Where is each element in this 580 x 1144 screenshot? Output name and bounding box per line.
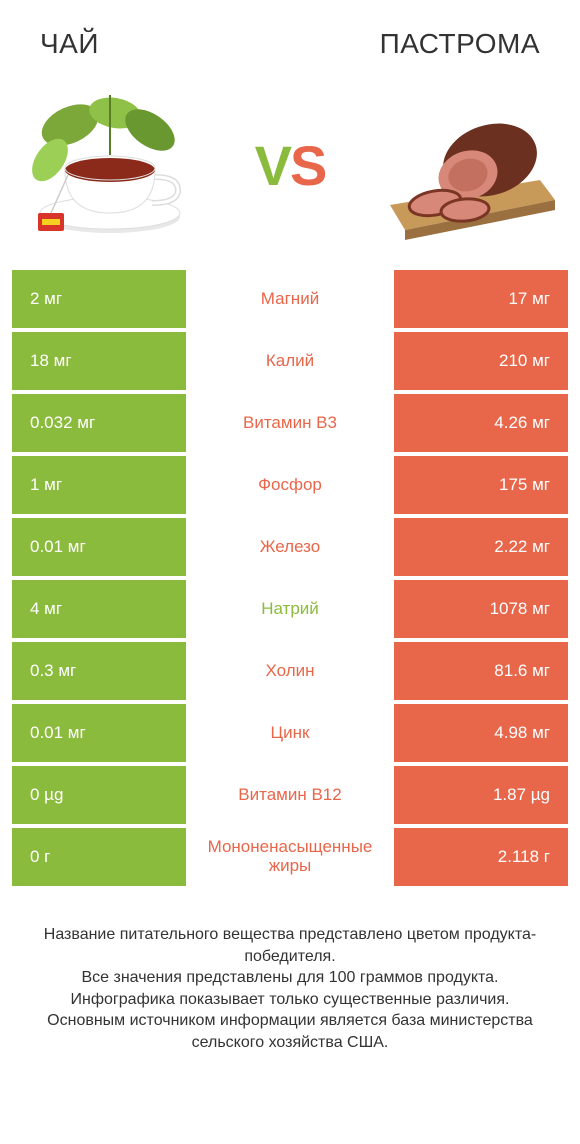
nutrient-label: Калий [186, 332, 394, 390]
tea-image [20, 85, 200, 245]
nutrient-label: Натрий [186, 580, 394, 638]
nutrient-label: Фосфор [186, 456, 394, 514]
images-row: VS [0, 70, 580, 270]
table-row: 0 гМононенасыщенные жиры2.118 г [12, 828, 568, 886]
table-row: 1 мгФосфор175 мг [12, 456, 568, 514]
value-left: 2 мг [12, 270, 186, 328]
value-left: 0 µg [12, 766, 186, 824]
nutrient-label: Железо [186, 518, 394, 576]
value-left: 0.01 мг [12, 518, 186, 576]
value-right: 4.26 мг [394, 394, 568, 452]
tea-icon [20, 85, 200, 245]
value-right: 2.22 мг [394, 518, 568, 576]
value-right: 81.6 мг [394, 642, 568, 700]
vs-s: S [290, 134, 325, 197]
table-row: 4 мгНатрий1078 мг [12, 580, 568, 638]
vs-v: V [255, 134, 290, 197]
value-right: 17 мг [394, 270, 568, 328]
value-left: 4 мг [12, 580, 186, 638]
value-right: 210 мг [394, 332, 568, 390]
nutrient-label: Магний [186, 270, 394, 328]
table-row: 18 мгКалий210 мг [12, 332, 568, 390]
comparison-table: 2 мгМагний17 мг18 мгКалий210 мг0.032 мгВ… [0, 270, 580, 886]
nutrient-label: Мононенасыщенные жиры [186, 828, 394, 886]
value-right: 4.98 мг [394, 704, 568, 762]
header: ЧАЙ ПАСТРОМА [0, 0, 580, 70]
nutrient-label: Холин [186, 642, 394, 700]
value-right: 175 мг [394, 456, 568, 514]
table-row: 0.01 мгЖелезо2.22 мг [12, 518, 568, 576]
value-left: 0.032 мг [12, 394, 186, 452]
table-row: 0.032 мгВитамин B34.26 мг [12, 394, 568, 452]
value-right: 1078 мг [394, 580, 568, 638]
table-row: 2 мгМагний17 мг [12, 270, 568, 328]
table-row: 0 µgВитамин B121.87 µg [12, 766, 568, 824]
value-right: 2.118 г [394, 828, 568, 886]
value-left: 0 г [12, 828, 186, 886]
footer-line: Основным источником информации является … [28, 1010, 552, 1053]
pastrami-icon [380, 85, 560, 245]
pastrami-image [380, 85, 560, 245]
value-left: 18 мг [12, 332, 186, 390]
footer-line: Название питательного вещества представл… [28, 924, 552, 967]
footer-note: Название питательного вещества представл… [0, 890, 580, 1054]
value-left: 0.3 мг [12, 642, 186, 700]
value-left: 1 мг [12, 456, 186, 514]
title-left: ЧАЙ [40, 28, 99, 60]
nutrient-label: Витамин B12 [186, 766, 394, 824]
table-row: 0.3 мгХолин81.6 мг [12, 642, 568, 700]
table-row: 0.01 мгЦинк4.98 мг [12, 704, 568, 762]
footer-line: Все значения представлены для 100 граммо… [28, 967, 552, 989]
nutrient-label: Витамин B3 [186, 394, 394, 452]
title-right: ПАСТРОМА [380, 28, 540, 60]
footer-line: Инфографика показывает только существенн… [28, 989, 552, 1011]
nutrient-label: Цинк [186, 704, 394, 762]
vs-label: VS [255, 133, 326, 198]
value-left: 0.01 мг [12, 704, 186, 762]
value-right: 1.87 µg [394, 766, 568, 824]
